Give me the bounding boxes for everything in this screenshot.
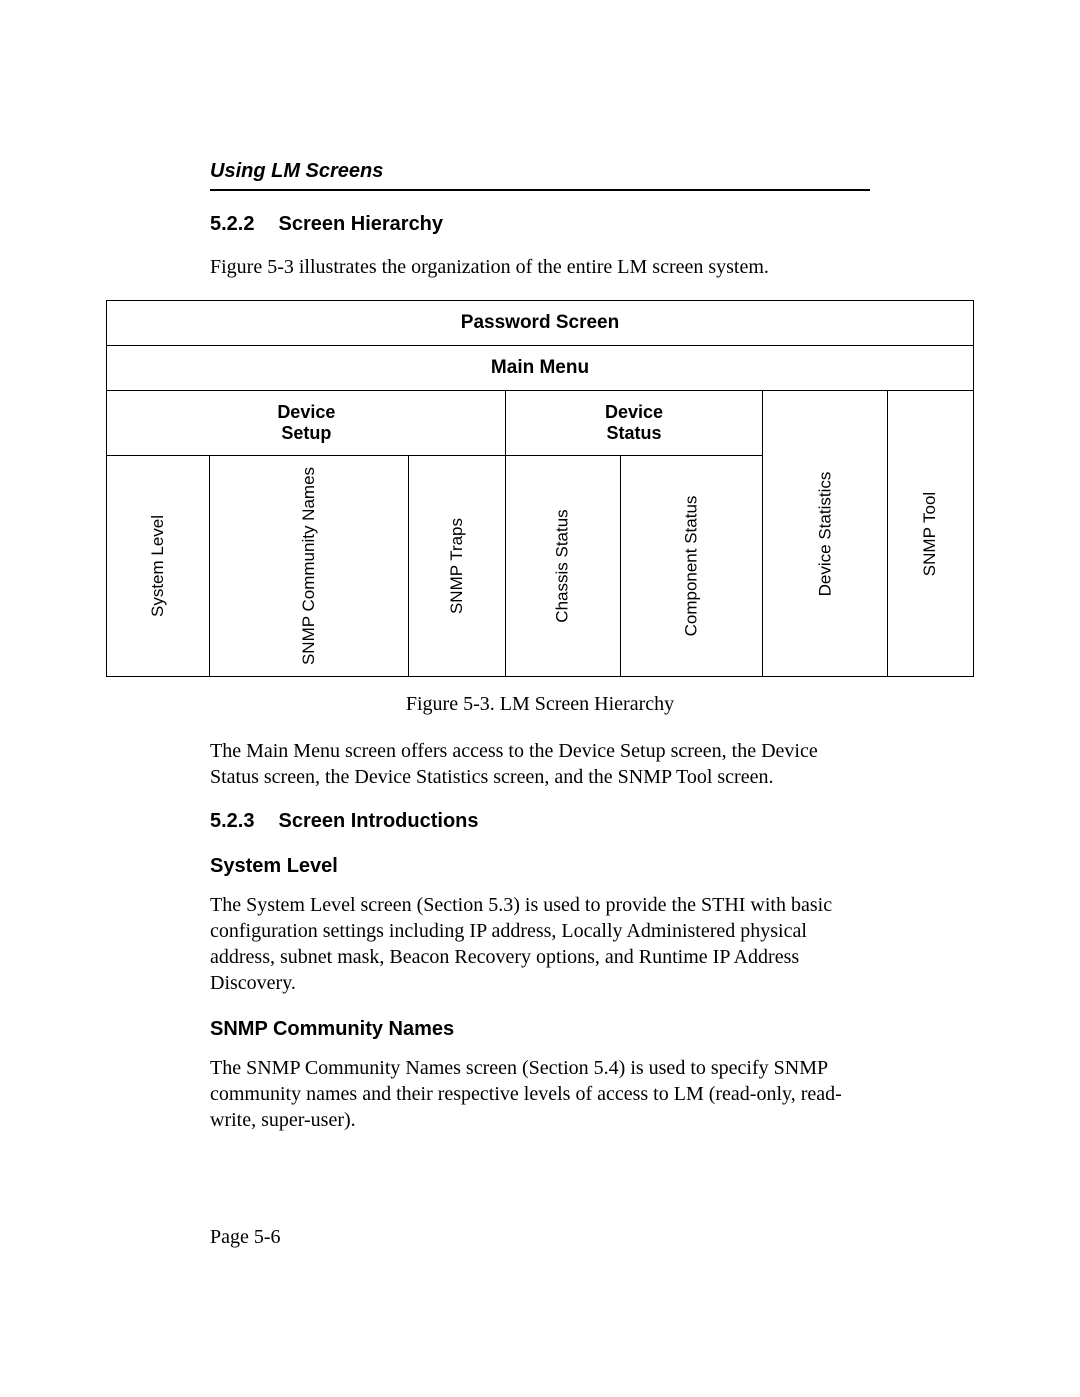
- hier-snmp-traps: SNMP Traps: [409, 456, 506, 677]
- paragraph-system-level: The System Level screen (Section 5.3) is…: [210, 892, 870, 996]
- paragraph-snmp-community-names: The SNMP Community Names screen (Section…: [210, 1055, 870, 1133]
- hier-snmp-community-names: SNMP Community Names: [210, 456, 409, 677]
- subheading-snmp-community-names: SNMP Community Names: [210, 1018, 870, 1041]
- paragraph-after-figure: The Main Menu screen offers access to th…: [210, 738, 870, 790]
- figure-caption: Figure 5-3. LM Screen Hierarchy: [210, 693, 870, 716]
- hier-main-menu: Main Menu: [107, 346, 974, 391]
- section-title: Screen Hierarchy: [278, 213, 443, 235]
- hier-device-statistics: Device Statistics: [762, 391, 888, 677]
- section-heading-523: 5.2.3 Screen Introductions: [210, 810, 870, 833]
- hier-chassis-status: Chassis Status: [506, 456, 620, 677]
- subheading-system-level: System Level: [210, 855, 870, 878]
- running-header: Using LM Screens: [210, 160, 870, 191]
- hier-snmp-tool: SNMP Tool: [888, 391, 973, 677]
- figure-5-3: Password Screen Main Menu Device Setup D…: [210, 300, 870, 677]
- page-number: Page 5-6: [210, 1226, 281, 1249]
- section-title: Screen Introductions: [278, 810, 478, 832]
- section-number: 5.2.3: [210, 810, 254, 833]
- hier-device-status: Device Status: [506, 391, 762, 456]
- intro-paragraph-522: Figure 5-3 illustrates the organization …: [210, 254, 870, 280]
- section-number: 5.2.2: [210, 213, 254, 236]
- page: Using LM Screens 5.2.2 Screen Hierarchy F…: [0, 0, 1080, 1397]
- hier-system-level: System Level: [107, 456, 210, 677]
- hier-device-setup: Device Setup: [107, 391, 506, 456]
- content-column: Using LM Screens 5.2.2 Screen Hierarchy F…: [210, 160, 870, 1153]
- hierarchy-table: Password Screen Main Menu Device Setup D…: [106, 300, 974, 677]
- section-heading-522: 5.2.2 Screen Hierarchy: [210, 213, 870, 236]
- hier-component-status: Component Status: [620, 456, 762, 677]
- hier-password-screen: Password Screen: [107, 301, 974, 346]
